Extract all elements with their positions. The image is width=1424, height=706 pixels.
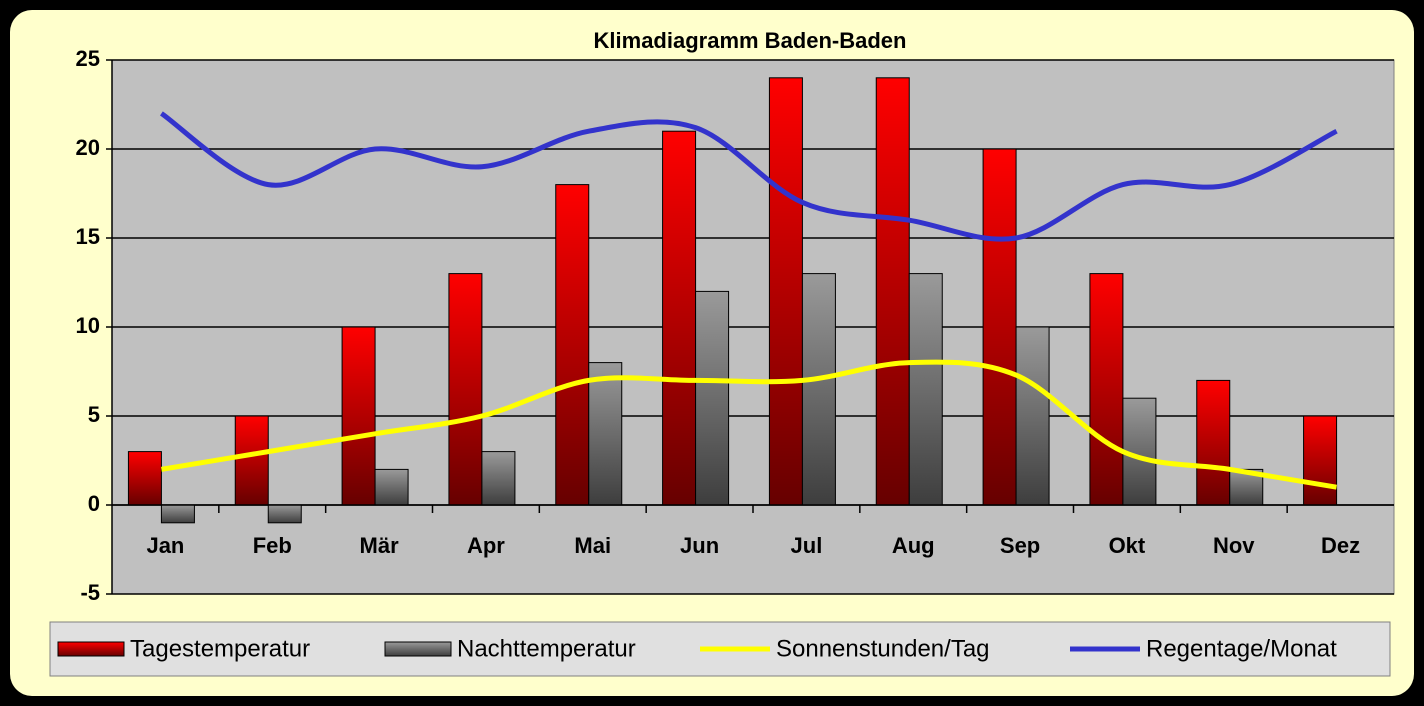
chart-title: Klimadiagramm Baden-Baden: [594, 28, 907, 53]
bar-shade: [802, 273, 836, 505]
x-tick-label: Jun: [680, 533, 719, 558]
bar-shade: [983, 149, 1017, 505]
x-tick-label: Okt: [1109, 533, 1146, 558]
x-tick-label: Jan: [146, 533, 184, 558]
legend-swatch-shade: [385, 642, 451, 656]
x-tick-label: Apr: [467, 533, 505, 558]
bar-shade: [769, 77, 803, 506]
bar-shade: [128, 451, 162, 505]
legend-swatch-shade: [58, 642, 124, 656]
bar-shade: [161, 505, 195, 523]
bar-shade: [662, 131, 696, 505]
line: [161, 359, 1337, 490]
x-tick-label: Aug: [892, 533, 935, 558]
bar-shade: [588, 362, 622, 505]
x-tick-label: Mär: [360, 533, 400, 558]
y-tick-label: 5: [88, 402, 100, 427]
x-tick-label: Nov: [1213, 533, 1255, 558]
bar-shade: [235, 416, 269, 505]
y-tick-label: 20: [76, 135, 100, 160]
y-tick-label: 10: [76, 313, 100, 338]
bar-shade: [909, 273, 943, 505]
x-tick-label: Sep: [1000, 533, 1040, 558]
bar-shade: [876, 77, 910, 506]
y-tick-label: -5: [80, 580, 100, 605]
bar-shade: [1016, 327, 1050, 505]
legend-label: Tagestemperatur: [130, 635, 310, 662]
y-tick-label: 0: [88, 491, 100, 516]
bar-shade: [1089, 273, 1123, 505]
legend-box: [49, 621, 1391, 677]
bar-shade: [448, 273, 482, 505]
bar-shade: [375, 469, 409, 505]
legend-label: Sonnenstunden/Tag: [776, 635, 990, 662]
x-tick-label: Mai: [574, 533, 611, 558]
bar-shade: [1196, 380, 1230, 505]
legend-label: Nachttemperatur: [457, 635, 636, 662]
y-tick-label: 25: [76, 46, 100, 71]
bar-shade: [342, 327, 376, 505]
bar-shade: [695, 291, 729, 505]
line: [159, 111, 1338, 242]
bar-shade: [268, 505, 302, 523]
x-tick-label: Jul: [791, 533, 823, 558]
bar-shade: [555, 184, 589, 505]
x-tick-label: Dez: [1321, 533, 1360, 558]
bar-shade: [1303, 416, 1337, 505]
x-tick-label: Feb: [253, 533, 292, 558]
bar-shade: [481, 451, 515, 505]
y-tick-label: 15: [76, 224, 100, 249]
legend-label: Regentage/Monat: [1146, 635, 1337, 662]
